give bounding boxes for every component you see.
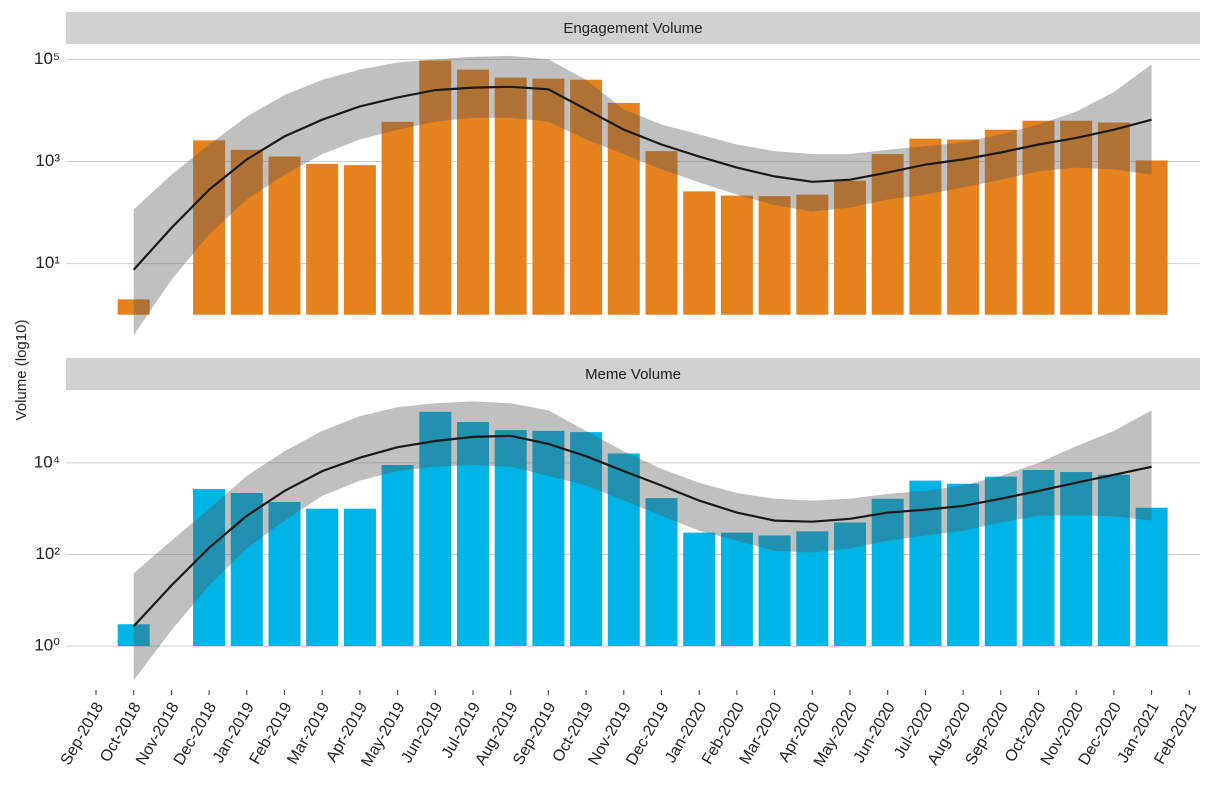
bar bbox=[1135, 160, 1168, 315]
bar bbox=[457, 69, 489, 315]
y-tick-label: 10² bbox=[35, 544, 60, 563]
bar bbox=[645, 498, 678, 647]
bar bbox=[230, 149, 263, 315]
bar bbox=[494, 430, 527, 647]
bar bbox=[607, 102, 640, 315]
bar bbox=[381, 121, 414, 315]
bar bbox=[193, 488, 226, 647]
y-tick-label: 10⁴ bbox=[34, 452, 60, 471]
bar bbox=[871, 154, 904, 315]
bar bbox=[532, 430, 565, 647]
bar bbox=[381, 464, 414, 647]
bar bbox=[268, 156, 301, 315]
bar bbox=[834, 180, 866, 315]
y-tick-label: 10³ bbox=[35, 151, 60, 170]
bar bbox=[758, 196, 791, 315]
bar bbox=[796, 194, 829, 315]
bar bbox=[796, 531, 829, 647]
facet-title: Engagement Volume bbox=[563, 20, 702, 37]
bar bbox=[230, 492, 263, 647]
bar bbox=[720, 195, 753, 315]
bar bbox=[871, 498, 904, 647]
confidence-band bbox=[133, 401, 1152, 681]
bar bbox=[419, 411, 452, 647]
bar bbox=[984, 129, 1017, 315]
bar bbox=[984, 476, 1017, 647]
bar bbox=[494, 77, 527, 315]
bar bbox=[720, 532, 753, 647]
bar bbox=[193, 140, 226, 315]
y-axis-label: Volume (log10) bbox=[13, 320, 30, 421]
facet-strip bbox=[66, 358, 1200, 390]
y-tick-label: 10⁵ bbox=[34, 49, 60, 68]
y-tick-label: 10¹ bbox=[35, 253, 60, 272]
bar bbox=[117, 624, 150, 647]
bar bbox=[909, 138, 942, 315]
bar bbox=[947, 139, 980, 315]
bar bbox=[268, 501, 301, 647]
bar bbox=[1060, 472, 1093, 647]
facet-title: Meme Volume bbox=[585, 366, 681, 383]
bar bbox=[947, 483, 980, 647]
bar bbox=[1097, 474, 1130, 647]
bar bbox=[306, 508, 339, 647]
bar bbox=[532, 78, 565, 315]
bar bbox=[607, 453, 640, 647]
bar bbox=[306, 163, 339, 315]
bar bbox=[457, 422, 489, 647]
bar bbox=[1097, 122, 1130, 315]
bar bbox=[343, 165, 376, 315]
bar bbox=[1060, 120, 1093, 315]
y-tick-label: 10⁰ bbox=[34, 636, 60, 655]
bar bbox=[570, 79, 603, 315]
bar bbox=[758, 535, 791, 647]
trend-line bbox=[132, 85, 1152, 271]
bar bbox=[1022, 120, 1055, 315]
facet-strip bbox=[66, 12, 1200, 44]
bar bbox=[683, 532, 716, 647]
bar bbox=[1135, 507, 1168, 647]
bar bbox=[117, 299, 150, 315]
bar bbox=[834, 522, 866, 647]
bar bbox=[343, 508, 376, 647]
bar bbox=[683, 191, 716, 315]
bar bbox=[570, 432, 603, 647]
trend-line bbox=[132, 434, 1152, 628]
confidence-band bbox=[133, 55, 1152, 336]
bar bbox=[1022, 469, 1055, 647]
bar bbox=[645, 151, 678, 315]
bar bbox=[419, 60, 452, 315]
